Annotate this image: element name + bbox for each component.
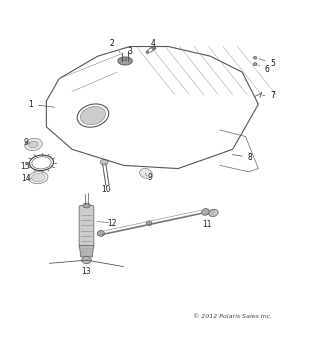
Ellipse shape (29, 141, 38, 148)
Text: 15: 15 (21, 162, 30, 171)
Ellipse shape (32, 173, 45, 182)
Text: 1: 1 (28, 100, 55, 109)
Ellipse shape (82, 257, 91, 264)
Ellipse shape (146, 51, 149, 54)
Ellipse shape (118, 57, 132, 65)
Text: 9: 9 (147, 173, 152, 182)
Text: 5: 5 (259, 58, 275, 68)
Text: 10: 10 (101, 185, 110, 194)
Ellipse shape (254, 56, 257, 59)
Text: 13: 13 (82, 267, 91, 276)
Text: 9: 9 (23, 138, 28, 147)
Polygon shape (79, 246, 94, 257)
Ellipse shape (152, 47, 156, 49)
Ellipse shape (146, 221, 152, 225)
Ellipse shape (83, 203, 90, 208)
Text: 2: 2 (110, 39, 120, 52)
Ellipse shape (29, 172, 48, 184)
Text: © 2012 Polaris Sales Inc.: © 2012 Polaris Sales Inc. (193, 314, 272, 319)
Ellipse shape (253, 63, 257, 65)
Text: 4: 4 (151, 40, 156, 48)
Ellipse shape (140, 168, 152, 178)
Text: 3: 3 (125, 47, 132, 61)
Text: 7: 7 (263, 91, 275, 100)
Text: 14: 14 (22, 174, 31, 183)
Ellipse shape (202, 209, 209, 215)
Text: 12: 12 (108, 219, 117, 228)
Ellipse shape (100, 159, 108, 165)
Text: 8: 8 (232, 153, 253, 162)
Ellipse shape (80, 106, 106, 125)
Ellipse shape (25, 138, 42, 151)
Text: 11: 11 (202, 220, 212, 229)
Ellipse shape (209, 209, 218, 217)
Text: 6: 6 (259, 65, 270, 74)
FancyBboxPatch shape (79, 205, 94, 247)
Ellipse shape (98, 231, 105, 236)
